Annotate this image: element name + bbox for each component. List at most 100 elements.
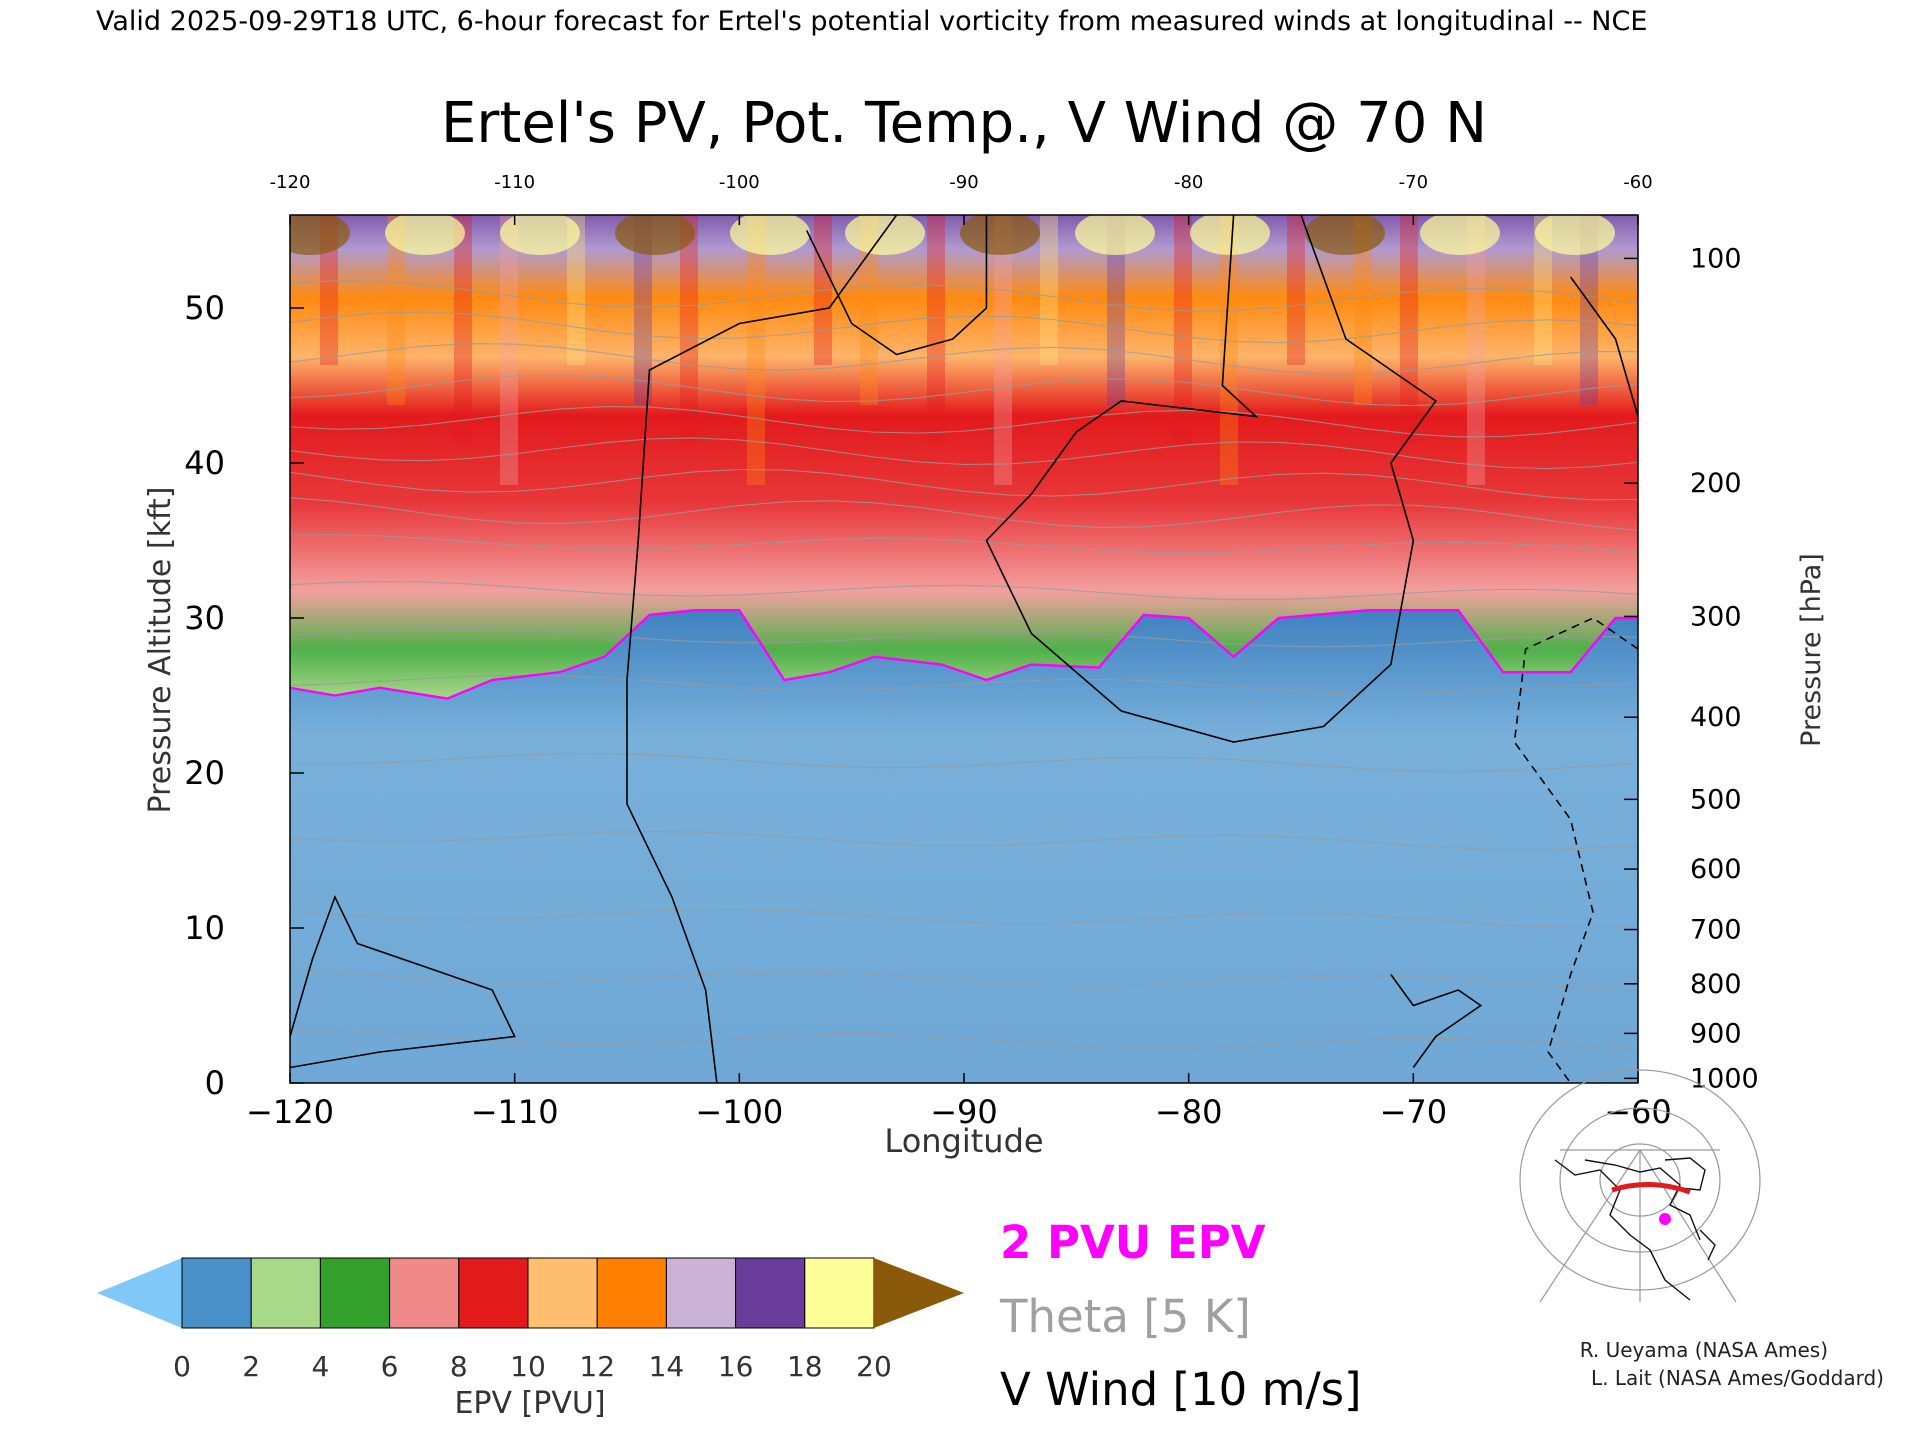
pressure-tick-label: 1000 bbox=[1690, 1063, 1759, 1094]
x-top-tick-label: -120 bbox=[270, 172, 311, 193]
pv-2pvu-contour bbox=[290, 609, 1638, 700]
x-axis-label: Longitude bbox=[884, 1122, 1043, 1160]
theta-contour bbox=[290, 406, 1638, 438]
pv-streak bbox=[1174, 215, 1192, 445]
wind-contour bbox=[290, 894, 516, 1069]
x-top-tick-label: -60 bbox=[1623, 172, 1652, 193]
colorbar: 0 2 4 6 8 10 12 14 16 18 20 bbox=[97, 1257, 964, 1383]
theta-contour bbox=[290, 752, 1638, 773]
colorbar-tick-label: 10 bbox=[510, 1350, 546, 1383]
x-top-tick-label: -110 bbox=[494, 172, 535, 193]
wind-contour-negative bbox=[1513, 617, 1638, 1083]
wind-contour bbox=[626, 215, 898, 1083]
pressure-tick-label: 200 bbox=[1690, 468, 1742, 499]
y-axis: 0 10 20 30 40 50 bbox=[184, 289, 304, 1102]
pv-streak bbox=[1040, 215, 1058, 365]
theta-contour bbox=[290, 374, 1638, 407]
colorbar-segment bbox=[389, 1257, 460, 1329]
pressure-tick-label: 600 bbox=[1690, 854, 1742, 885]
legend-wind: V Wind [10 m/s] bbox=[1000, 1363, 1362, 1416]
colorbar-tick-label: 2 bbox=[242, 1350, 260, 1383]
pv-streak bbox=[1354, 215, 1372, 405]
x-tick-label: −70 bbox=[1380, 1093, 1448, 1131]
wind-contours bbox=[290, 215, 1638, 1083]
pv-streak bbox=[1580, 215, 1598, 405]
pv-field bbox=[290, 215, 1638, 1083]
x-axis: −120 −110 −100 −90 −80 −70 −60 bbox=[246, 1073, 1672, 1131]
pv-blotch bbox=[730, 215, 810, 255]
pv-blotch bbox=[960, 215, 1040, 255]
wind-contour bbox=[1569, 276, 1638, 417]
pressure-axis-label: Pressure [hPa] bbox=[1796, 553, 1827, 747]
pv-blotch bbox=[500, 215, 580, 255]
theta-contour bbox=[290, 280, 1638, 312]
pv-blotch bbox=[385, 215, 465, 255]
colorbar-segment bbox=[458, 1257, 529, 1329]
x-tick-label: −90 bbox=[930, 1093, 998, 1131]
colorbar-segment bbox=[735, 1257, 806, 1329]
pv-blotch bbox=[1305, 215, 1385, 255]
pv-blotch bbox=[1535, 215, 1615, 255]
theta-contour bbox=[290, 1029, 1638, 1051]
x-top-tick-label: -90 bbox=[949, 172, 978, 193]
pressure-tick-label: 100 bbox=[1690, 243, 1742, 274]
theta-contour bbox=[290, 343, 1638, 375]
pv-streaks bbox=[290, 215, 1615, 485]
theta-contour bbox=[290, 628, 1638, 648]
y-tick-label: 40 bbox=[184, 444, 225, 482]
colorbar-under bbox=[97, 1258, 182, 1328]
theta-contour bbox=[290, 674, 1638, 695]
pv-streak bbox=[860, 215, 878, 405]
theta-contours bbox=[290, 280, 1638, 1051]
x-tick-label: −80 bbox=[1155, 1093, 1223, 1131]
colorbar-tick-label: 20 bbox=[856, 1350, 892, 1383]
pv-streak bbox=[454, 215, 472, 445]
pv-streak bbox=[1220, 215, 1238, 485]
y-tick-label: 10 bbox=[184, 909, 225, 947]
pv-blotch bbox=[615, 215, 695, 255]
colorbar-label: EPV [PVU] bbox=[454, 1386, 605, 1421]
pressure-tick-label: 500 bbox=[1690, 784, 1742, 815]
colorbar-tick-label: 6 bbox=[381, 1350, 399, 1383]
theta-contour bbox=[290, 311, 1638, 344]
pv-blotch bbox=[845, 215, 925, 255]
pv-blotch bbox=[1075, 215, 1155, 255]
x-tick-label: −100 bbox=[695, 1093, 783, 1131]
colorbar-tick-label: 4 bbox=[311, 1350, 329, 1383]
legend-theta: Theta [5 K] bbox=[999, 1290, 1251, 1343]
valid-line: Valid 2025-09-29T18 UTC, 6-hour forecast… bbox=[96, 6, 1647, 37]
pv-field-upper bbox=[290, 215, 1638, 699]
y-tick-label: 50 bbox=[184, 289, 225, 327]
pv-blotch bbox=[1420, 215, 1500, 255]
pv-streak bbox=[1534, 215, 1552, 365]
pv-blotch bbox=[1190, 215, 1270, 255]
y-tick-label: 20 bbox=[184, 754, 225, 792]
x-tick-label: −110 bbox=[471, 1093, 559, 1131]
colorbar-over bbox=[874, 1258, 964, 1328]
colorbar-segment bbox=[250, 1257, 321, 1329]
colorbar-tick-label: 12 bbox=[579, 1350, 615, 1383]
colorbar-tick-label: 0 bbox=[173, 1350, 191, 1383]
chart-title: Ertel's PV, Pot. Temp., V Wind @ 70 N bbox=[441, 91, 1487, 156]
theta-contour bbox=[290, 497, 1638, 531]
colorbar-segment bbox=[804, 1257, 875, 1329]
colorbar-tick-label: 14 bbox=[649, 1350, 685, 1383]
credit-line-2: L. Lait (NASA Ames/Goddard) bbox=[1591, 1366, 1884, 1390]
wind-contour bbox=[806, 215, 988, 356]
theta-contour bbox=[290, 468, 1638, 501]
pressure-tick-label: 400 bbox=[1690, 702, 1742, 733]
colorbar-tick-label: 8 bbox=[450, 1350, 468, 1383]
theta-contour bbox=[290, 580, 1638, 601]
pressure-tick-label: 300 bbox=[1690, 601, 1742, 632]
wind-contour bbox=[1390, 974, 1483, 1068]
theta-contour bbox=[290, 437, 1638, 470]
y-axis-label: Pressure Altitude [kft] bbox=[143, 487, 178, 814]
pv-streak bbox=[1287, 215, 1305, 365]
colorbar-segment bbox=[596, 1257, 667, 1329]
pressure-axis: 100 200 300 400 500 600 700 800 900 1000 bbox=[1624, 243, 1759, 1094]
colorbar-segment bbox=[527, 1257, 598, 1329]
x-top-tick-label: -100 bbox=[719, 172, 760, 193]
legend-pv: 2 PVU EPV bbox=[1000, 1216, 1266, 1269]
